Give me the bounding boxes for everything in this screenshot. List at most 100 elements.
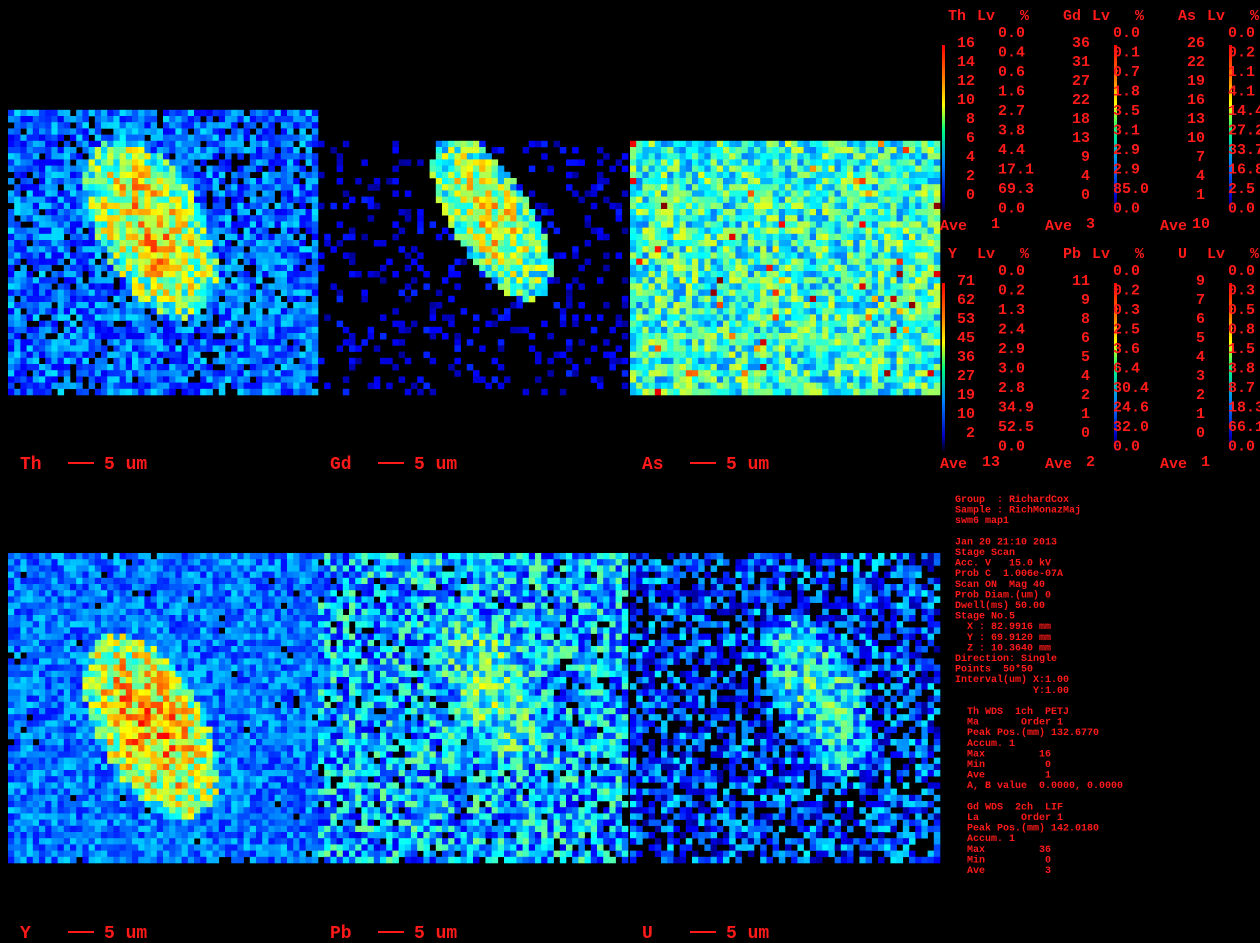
- map-pixel: [729, 352, 736, 359]
- map-pixel: [138, 321, 145, 328]
- map-pixel: [704, 190, 711, 197]
- map-pixel: [107, 290, 114, 297]
- map-pixel: [64, 358, 71, 365]
- map-pixel: [268, 215, 275, 222]
- map-pixel: [711, 383, 718, 390]
- map-pixel: [442, 333, 449, 340]
- map-pixel: [219, 265, 226, 272]
- map-pixel: [791, 283, 798, 290]
- map-pixel: [841, 178, 848, 185]
- map-pixel: [194, 358, 201, 365]
- map-pixel: [144, 228, 151, 235]
- map-pixel: [498, 314, 505, 321]
- map-pixel: [766, 153, 773, 160]
- map-pixel: [704, 290, 711, 297]
- map-pixel: [479, 259, 486, 266]
- map-pixel: [188, 314, 195, 321]
- map-pixel: [138, 184, 145, 191]
- map-pixel: [897, 314, 904, 321]
- map-pixel: [262, 333, 269, 340]
- map-pixel: [661, 265, 668, 272]
- map-pixel: [723, 153, 730, 160]
- map-pixel: [729, 240, 736, 247]
- map-pixel: [82, 321, 89, 328]
- map-pixel: [686, 166, 693, 173]
- map-pixel: [374, 203, 381, 210]
- screen: Th5 umGd5 umAs5 umY5 umPb5 umU5 umThLv%1…: [0, 0, 1260, 943]
- map-pixel: [281, 370, 288, 377]
- map-pixel: [144, 389, 151, 396]
- map-pixel: [667, 172, 674, 179]
- map-pixel: [859, 166, 866, 173]
- map-pixel: [244, 327, 251, 334]
- map-pixel: [20, 352, 27, 359]
- map-pixel: [841, 153, 848, 160]
- map-pixel: [349, 345, 356, 352]
- map-pixel: [915, 352, 922, 359]
- map-pixel: [523, 252, 530, 259]
- map-pixel: [20, 122, 27, 129]
- map-pixel: [268, 178, 275, 185]
- map-pixel: [903, 209, 910, 216]
- map-pixel: [138, 283, 145, 290]
- map-pixel: [163, 116, 170, 123]
- map-pixel: [816, 240, 823, 247]
- map-pixel: [649, 166, 656, 173]
- map-pixel: [909, 364, 916, 371]
- map-pixel: [113, 128, 120, 135]
- map-pixel: [175, 290, 182, 297]
- map-pixel: [804, 308, 811, 315]
- map-pixel: [791, 339, 798, 346]
- map-pixel: [828, 234, 835, 241]
- map-pixel: [306, 358, 313, 365]
- map-pixel: [835, 308, 842, 315]
- map-pixel: [45, 383, 52, 390]
- map-pixel: [909, 166, 916, 173]
- map-pixel: [729, 302, 736, 309]
- map-pixel: [244, 184, 251, 191]
- map-pixel: [219, 215, 226, 222]
- map-pixel: [244, 203, 251, 210]
- map-pixel: [909, 265, 916, 272]
- map-pixel: [39, 271, 46, 278]
- map-pixel: [791, 277, 798, 284]
- map-pixel: [853, 172, 860, 179]
- map-pixel: [175, 122, 182, 129]
- map-pixel: [467, 364, 474, 371]
- map-pixel: [723, 166, 730, 173]
- map-pixel: [698, 265, 705, 272]
- map-pixel: [859, 327, 866, 334]
- map-pixel: [897, 178, 904, 185]
- map-pixel: [754, 221, 761, 228]
- map-pixel: [126, 147, 133, 154]
- map-pixel: [704, 159, 711, 166]
- map-pixel: [51, 135, 58, 142]
- map-pixel: [45, 265, 52, 272]
- map-pixel: [934, 383, 941, 390]
- map-pixel: [841, 345, 848, 352]
- map-pixel: [529, 246, 536, 253]
- map-pixel: [250, 358, 256, 365]
- map-pixel: [157, 209, 164, 216]
- map-pixel: [616, 314, 623, 321]
- map-pixel: [448, 184, 455, 191]
- map-pixel: [312, 184, 319, 191]
- map-pixel: [642, 327, 649, 334]
- map-pixel: [39, 296, 46, 303]
- map-pixel: [667, 252, 674, 259]
- map-pixel: [547, 271, 554, 278]
- map-pixel: [884, 333, 891, 340]
- map-pixel: [742, 240, 749, 247]
- map-pixel: [479, 265, 486, 272]
- map-pixel: [903, 370, 910, 377]
- map-pixel: [680, 141, 687, 148]
- map-pixel: [64, 339, 71, 346]
- map-element-label: As: [642, 455, 664, 475]
- map-pixel: [692, 234, 699, 241]
- map-pixel: [312, 290, 319, 297]
- map-pixel: [642, 209, 649, 216]
- map-pixel: [14, 565, 21, 572]
- map-pixel: [39, 172, 46, 179]
- map-pixel: [182, 178, 189, 185]
- map-pixel: [642, 252, 649, 259]
